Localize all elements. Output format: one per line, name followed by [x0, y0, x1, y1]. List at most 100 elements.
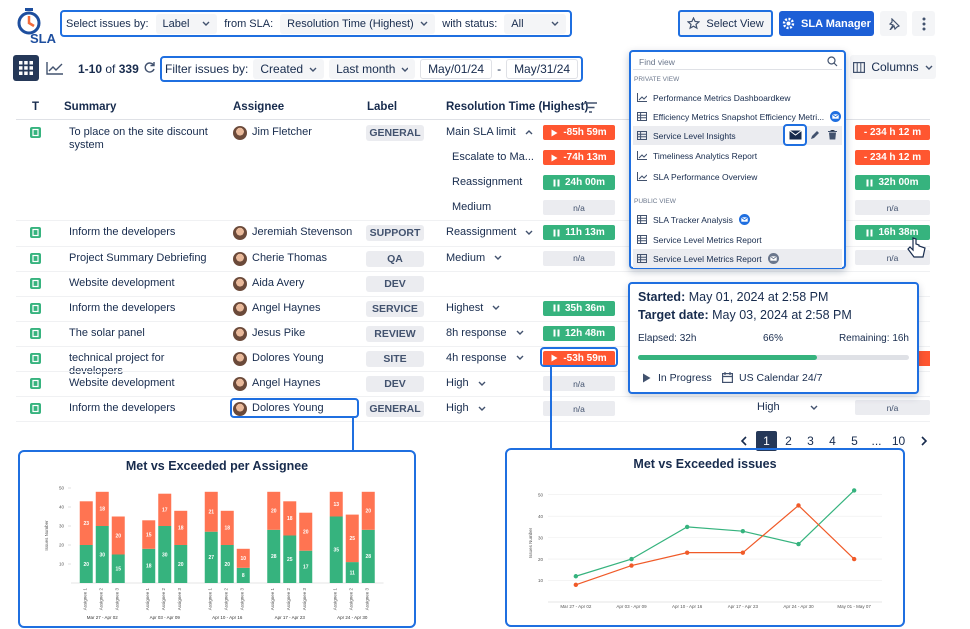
- issue-table: T Summary Assignee Label Resolution Time (Hi…: [16, 101, 930, 423]
- bar: [174, 545, 188, 583]
- icon-part: [866, 229, 873, 236]
- chevron-icon[interactable]: [525, 129, 533, 135]
- refresh-icon[interactable]: [143, 61, 156, 74]
- date-input[interactable]: May/01/24: [420, 59, 493, 79]
- columns-button[interactable]: Columns: [850, 55, 936, 79]
- icon-part: [478, 381, 486, 386]
- sla-name: Main SLA limit: [446, 126, 533, 138]
- assignee: Aida Avery: [252, 276, 305, 289]
- edit-icon[interactable]: [810, 130, 820, 143]
- highlight-box: [230, 398, 359, 418]
- page-button[interactable]: 5: [851, 434, 858, 448]
- chevron-icon[interactable]: [516, 355, 524, 361]
- y-tick-label: 10: [59, 562, 65, 567]
- label: Started:: [638, 290, 686, 304]
- prev-icon[interactable]: [740, 436, 748, 446]
- select[interactable]: All: [504, 13, 566, 34]
- bar: [158, 526, 172, 583]
- icon-part: [637, 93, 647, 102]
- menu-item[interactable]: Efficiency Metrics Snapshot Efficiency M…: [633, 107, 842, 126]
- chart-view-button[interactable]: [42, 55, 68, 81]
- sla-name: 4h response: [446, 352, 524, 364]
- assignee: Dolores Young: [252, 351, 324, 364]
- icon-part: [637, 131, 647, 140]
- icon-part: [32, 379, 39, 388]
- page-button[interactable]: 2: [785, 434, 792, 448]
- sla-badge: n/a: [543, 250, 615, 266]
- menu-item[interactable]: SLA Performance Overview: [633, 167, 842, 186]
- chart-title: Met vs Exceeded issues: [633, 457, 776, 471]
- chevron-icon[interactable]: [494, 255, 502, 260]
- menu-item[interactable]: Service Level Metrics Report: [633, 230, 842, 249]
- icon-part: [810, 405, 818, 410]
- icon-part: [478, 406, 486, 411]
- icon-part: [32, 304, 39, 312]
- select[interactable]: Resolution Time (Highest): [280, 13, 436, 34]
- chevron-icon[interactable]: [492, 305, 500, 311]
- share-button[interactable]: [783, 124, 807, 146]
- menu-item-text: SLA Performance Overview: [653, 171, 758, 182]
- icon-part: [828, 129, 837, 132]
- icon-part: [24, 66, 28, 70]
- label: Elapsed:: [638, 333, 677, 344]
- sla-badge: n/a: [543, 376, 615, 391]
- chevron-icon[interactable]: [478, 381, 486, 386]
- play-icon: [551, 129, 558, 137]
- data-label: 25: [349, 536, 355, 542]
- page-button[interactable]: 3: [807, 434, 814, 448]
- sla-tooltip: Started: May 01, 2024 at 2:58 PM Target …: [628, 282, 919, 394]
- bar: [79, 501, 93, 545]
- select[interactable]: Last month: [329, 59, 416, 79]
- pin-button[interactable]: [880, 11, 907, 36]
- icon-part: [833, 62, 838, 67]
- delete-icon[interactable]: [828, 129, 837, 143]
- page-button[interactable]: ...: [871, 434, 882, 448]
- summary: To place on the site discount system: [69, 126, 208, 151]
- page-button[interactable]: 10: [891, 434, 906, 448]
- icon-part: [494, 255, 502, 260]
- sla-time: n/a: [886, 202, 899, 213]
- date-input[interactable]: May/31/24: [506, 59, 579, 79]
- icon-part: [144, 62, 155, 73]
- icon-part: [866, 179, 873, 186]
- line: [575, 504, 855, 586]
- icon-part: [29, 66, 33, 70]
- sla-badge: 16h 38m: [855, 225, 930, 240]
- menu-item[interactable]: SLA Tracker Analysis: [633, 210, 842, 229]
- search-input[interactable]: Find view: [639, 57, 675, 67]
- select[interactable]: Label: [155, 13, 218, 34]
- icon-part: [832, 114, 840, 119]
- chevron-icon[interactable]: [478, 406, 486, 411]
- chevron-icon[interactable]: [525, 230, 533, 235]
- page-button[interactable]: 4: [829, 434, 836, 448]
- play-icon: [551, 154, 558, 162]
- column-header: Resolution Time (Highest): [446, 101, 589, 113]
- menu-item[interactable]: Performance Metrics Dashboardkew: [633, 88, 842, 107]
- point: [851, 556, 857, 562]
- page-button[interactable]: 1: [756, 431, 777, 451]
- next-icon[interactable]: [920, 436, 928, 446]
- icon-part: [553, 304, 556, 312]
- x-tick-label: Apr 24 - Apr 30: [783, 604, 814, 609]
- grid-view-button[interactable]: [13, 55, 39, 81]
- sla-manager-button[interactable]: SLA Manager: [779, 11, 874, 36]
- menu-item-text: Performance Metrics Dashboardkew: [653, 92, 791, 103]
- icon-part: [525, 230, 533, 235]
- chevron-icon[interactable]: [516, 330, 524, 336]
- chevron-icon[interactable]: [810, 405, 818, 410]
- menu-item[interactable]: Service Level Metrics Report: [633, 249, 842, 268]
- pagination: 1 2 3 4 5... 10: [730, 431, 940, 451]
- select[interactable]: Created: [253, 59, 325, 79]
- avatar: [233, 276, 247, 291]
- menu-item[interactable]: Timeliness Analytics Report: [633, 146, 842, 165]
- row-rule: [16, 345, 930, 347]
- select-view-button[interactable]: Select View: [678, 10, 773, 37]
- icon-part: [19, 61, 23, 65]
- assignee: Jim Fletcher: [252, 126, 312, 138]
- sla-name: Medium: [452, 201, 491, 213]
- more-button[interactable]: [912, 11, 935, 36]
- line: [575, 490, 855, 577]
- value: May/31/24: [514, 62, 571, 76]
- icon-part: [17, 11, 41, 35]
